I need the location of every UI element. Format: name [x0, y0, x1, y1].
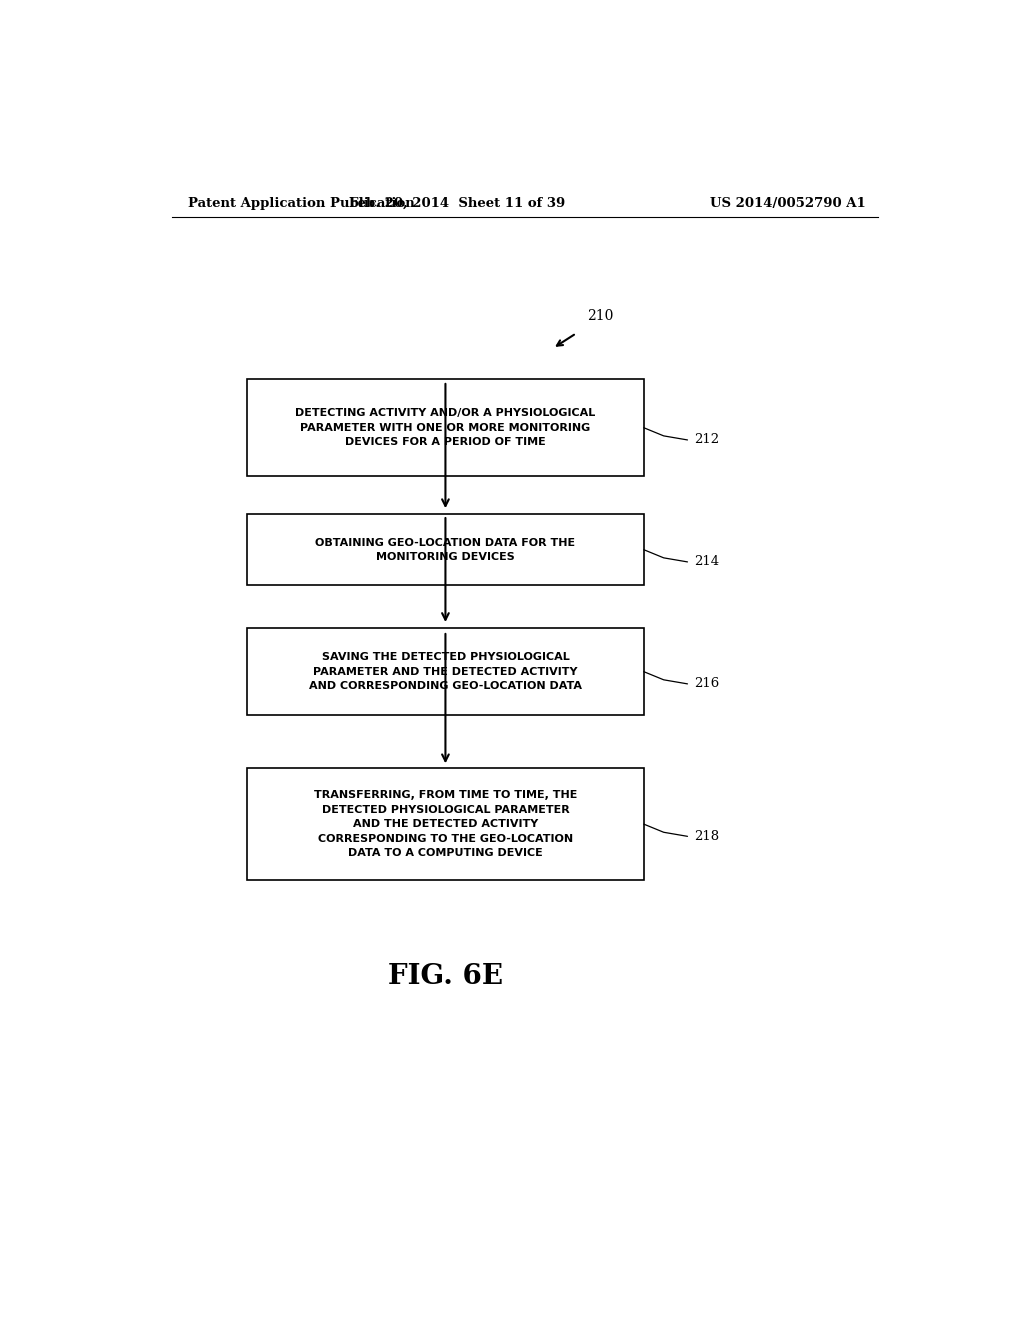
- Text: US 2014/0052790 A1: US 2014/0052790 A1: [711, 197, 866, 210]
- Text: TRANSFERRING, FROM TIME TO TIME, THE
DETECTED PHYSIOLOGICAL PARAMETER
AND THE DE: TRANSFERRING, FROM TIME TO TIME, THE DET…: [313, 791, 578, 858]
- Text: 210: 210: [587, 309, 613, 323]
- Text: Feb. 20, 2014  Sheet 11 of 39: Feb. 20, 2014 Sheet 11 of 39: [349, 197, 565, 210]
- Text: 212: 212: [694, 433, 719, 446]
- Text: 214: 214: [694, 556, 719, 569]
- Bar: [247, 768, 644, 880]
- Text: FIG. 6E: FIG. 6E: [388, 964, 503, 990]
- Text: DETECTING ACTIVITY AND/OR A PHYSIOLOGICAL
PARAMETER WITH ONE OR MORE MONITORING
: DETECTING ACTIVITY AND/OR A PHYSIOLOGICA…: [295, 408, 596, 447]
- Text: OBTAINING GEO-LOCATION DATA FOR THE
MONITORING DEVICES: OBTAINING GEO-LOCATION DATA FOR THE MONI…: [315, 537, 575, 562]
- Text: Patent Application Publication: Patent Application Publication: [187, 197, 415, 210]
- Text: 218: 218: [694, 830, 719, 843]
- Bar: [247, 628, 644, 715]
- Bar: [247, 379, 644, 477]
- Text: 216: 216: [694, 677, 719, 690]
- Bar: [247, 515, 644, 585]
- Text: SAVING THE DETECTED PHYSIOLOGICAL
PARAMETER AND THE DETECTED ACTIVITY
AND CORRES: SAVING THE DETECTED PHYSIOLOGICAL PARAME…: [309, 652, 582, 692]
